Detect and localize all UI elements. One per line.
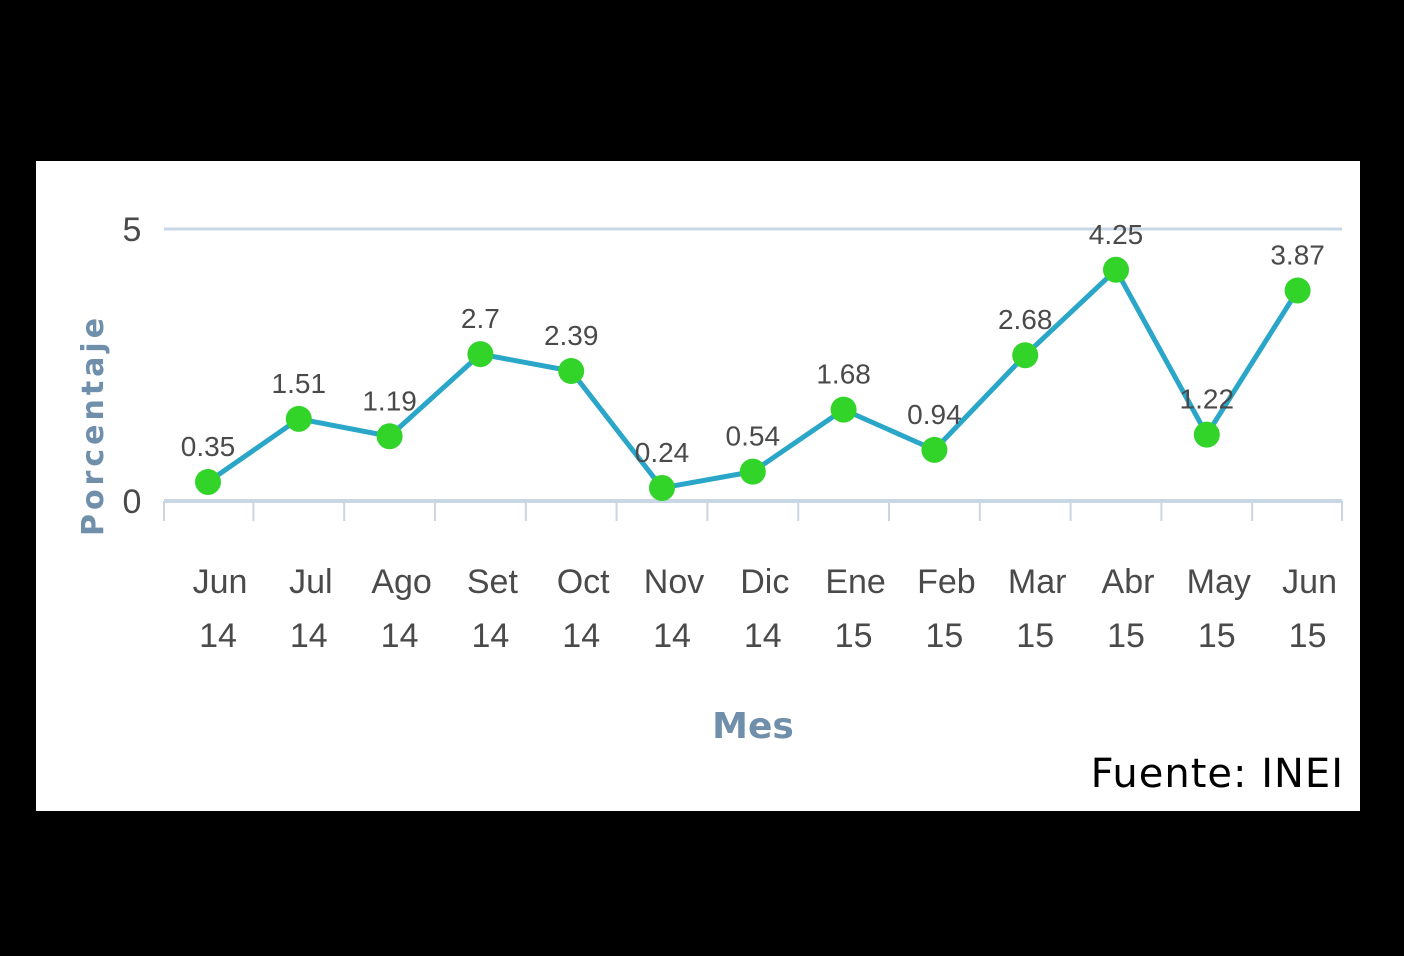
markers-group xyxy=(195,256,1311,501)
x-tick-label-year: 15 xyxy=(835,617,873,655)
x-tick-label-month: Set xyxy=(467,563,519,601)
data-label: 2.39 xyxy=(544,320,599,351)
data-point-marker xyxy=(921,436,948,463)
y-axis-title: Porcentaje xyxy=(76,314,111,536)
x-tick-label-year: 14 xyxy=(199,617,237,655)
series-line-group xyxy=(206,267,1300,491)
data-point-marker xyxy=(649,474,675,501)
data-labels-group: 0.35 1.51 1.19 2.7 2.39 0.24 0.54 1.68 0.94 2.68 4… xyxy=(181,219,1325,468)
data-label: 0.24 xyxy=(635,437,690,468)
x-tick-label-month: Nov xyxy=(644,563,704,601)
x-tick-label-year: 15 xyxy=(1198,617,1236,655)
x-tick-label-year: 15 xyxy=(925,617,963,655)
y-tick-label: 0 xyxy=(123,483,142,521)
data-label: 1.68 xyxy=(816,359,871,390)
data-label: 0.94 xyxy=(907,399,962,430)
x-tick-label-year: 14 xyxy=(562,617,600,655)
x-tick-label-year: 15 xyxy=(1016,617,1054,655)
data-point-marker xyxy=(285,405,312,432)
x-tick-label-year: 14 xyxy=(744,617,782,655)
y-tick-label: 5 xyxy=(123,211,142,249)
data-label: 1.51 xyxy=(272,368,327,399)
data-label: 1.19 xyxy=(362,385,417,416)
x-tick-label-month: Ene xyxy=(825,563,886,601)
data-point-marker xyxy=(195,468,221,495)
x-tick-label-year: 14 xyxy=(653,617,691,655)
x-tick-label-year: 15 xyxy=(1289,617,1327,655)
data-label: 2.7 xyxy=(461,303,500,334)
x-tick-label-month: Ago xyxy=(371,563,432,601)
x-tick-label-month: Jun xyxy=(193,563,248,601)
data-point-marker xyxy=(739,458,766,485)
x-tick-label-year: 15 xyxy=(1107,617,1145,655)
x-tick-label-month: Jun xyxy=(1282,563,1337,601)
x-tick-label-month: May xyxy=(1187,563,1251,601)
x-tick-label-year: 14 xyxy=(381,617,419,655)
data-point-marker xyxy=(376,423,403,450)
x-axis-tick-labels: Jun 14 Jul 14 Ago 14 Set 14 Oct 14 Nov 14 Dic 14 Ene 15… xyxy=(193,563,1337,655)
x-axis-title: Mes xyxy=(712,706,794,747)
x-tick-label-month: Oct xyxy=(557,563,610,601)
data-point-marker xyxy=(1284,277,1311,304)
data-label: 2.68 xyxy=(998,304,1053,335)
x-tick-label-year: 14 xyxy=(471,617,509,655)
source-note: Fuente: INEI xyxy=(1090,751,1344,797)
data-label: 0.54 xyxy=(726,421,781,452)
data-point-marker xyxy=(1012,342,1039,369)
y-axis-ticks: 05 xyxy=(123,211,142,521)
x-tick-label-year: 14 xyxy=(290,617,328,655)
data-label: 1.22 xyxy=(1180,384,1235,415)
x-tick-label-month: Mar xyxy=(1008,563,1067,601)
data-point-marker xyxy=(1103,256,1129,283)
x-axis xyxy=(163,499,1343,521)
series-line xyxy=(206,267,1300,491)
data-point-marker xyxy=(1193,421,1220,448)
data-point-marker xyxy=(467,341,494,368)
x-tick-label-month: Dic xyxy=(740,563,789,601)
x-tick-label-month: Jul xyxy=(289,563,332,601)
data-label: 0.35 xyxy=(181,431,236,462)
x-tick-label-month: Abr xyxy=(1102,563,1155,601)
data-label: 4.25 xyxy=(1089,219,1144,250)
line-chart: 05 0.351.511.192.72.390.240.541.680.942.… xyxy=(76,211,1343,747)
data-point-marker xyxy=(830,396,857,423)
data-point-marker xyxy=(558,357,585,384)
x-tick-label-month: Feb xyxy=(917,563,976,601)
data-label: 3.87 xyxy=(1270,239,1325,270)
